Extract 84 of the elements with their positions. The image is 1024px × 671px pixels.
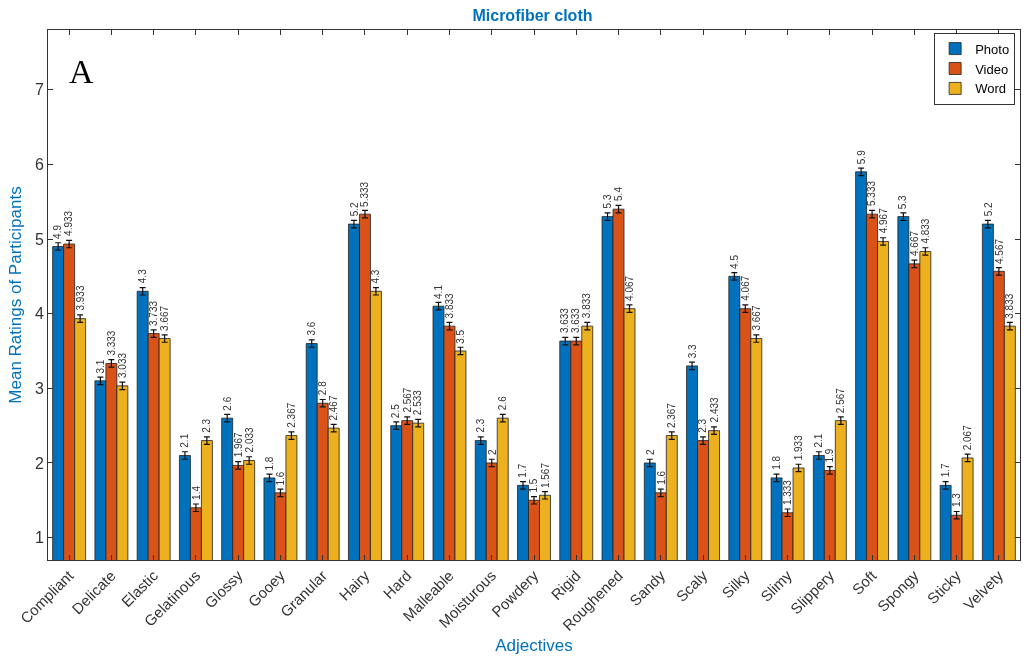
data-label: 1.967 (232, 431, 244, 458)
data-label: 1.333 (782, 479, 794, 506)
data-label: 1.3 (951, 492, 963, 508)
data-label: 2.367 (286, 402, 298, 428)
data-label: 2.3 (474, 418, 486, 433)
y-tick-label: 4 (34, 305, 44, 323)
data-label: 1.5 (528, 478, 540, 493)
data-label: 3.733 (148, 300, 160, 327)
data-label: 4.567 (993, 238, 1005, 264)
data-label: 5.333 (866, 180, 878, 207)
data-label: 4.833 (920, 218, 932, 244)
data-label: 3.033 (116, 352, 128, 378)
data-label: 3.1 (95, 359, 107, 374)
legend-label: Word (975, 81, 1006, 97)
data-label: 3.5 (455, 329, 467, 344)
data-label: 5.3 (601, 194, 613, 209)
data-label: 5.2 (348, 201, 360, 217)
y-tick-label: 6 (34, 155, 44, 173)
data-label: 2.8 (317, 380, 329, 396)
data-label: 2.367 (666, 402, 678, 429)
data-label: 3.667 (751, 305, 762, 331)
data-label: 2.067 (961, 424, 973, 451)
x-tick-label: Soft (848, 566, 881, 598)
data-label: 3.833 (1003, 293, 1015, 319)
data-label: 2.567 (835, 387, 847, 414)
data-label: 5.9 (856, 149, 867, 165)
data-label: 3.3 (686, 343, 698, 359)
data-label: 2.6 (221, 396, 233, 411)
x-axis-title: Adjectives (495, 636, 573, 656)
data-label: 3.933 (74, 285, 86, 311)
data-label: 1.7 (940, 462, 951, 478)
y-tick-label: 7 (34, 81, 44, 99)
data-label: 4.9 (52, 224, 64, 239)
data-label: 4.667 (908, 230, 920, 256)
data-label: 2.1 (813, 433, 825, 448)
data-label: 1.8 (771, 455, 783, 470)
data-label: 3.333 (106, 330, 118, 356)
legend-label: Video (975, 61, 1009, 77)
data-label: 2.3 (201, 418, 213, 433)
data-label: 4.1 (433, 284, 445, 299)
data-label: 2.5 (390, 403, 402, 419)
data-label: 2.3 (697, 418, 709, 433)
data-label: 4.5 (728, 254, 740, 269)
data-label: 1.567 (539, 462, 551, 489)
data-label: 3.6 (305, 321, 317, 336)
data-label: 3.633 (559, 307, 571, 334)
annotation: A (69, 53, 94, 90)
y-tick-label: 5 (34, 230, 44, 248)
data-label: 2.533 (412, 389, 424, 416)
data-label: 1.9 (824, 448, 836, 463)
data-label: 1.8 (264, 456, 276, 471)
data-label: 3.667 (159, 305, 171, 331)
chart-title: Microfiber cloth (472, 7, 593, 25)
data-label: 2.567 (401, 387, 413, 413)
data-label: 4.067 (739, 275, 751, 301)
data-label: 4.933 (63, 210, 75, 236)
y-tick-label: 1 (34, 529, 44, 547)
data-label: 1.933 (792, 434, 804, 461)
data-label: 2.467 (327, 395, 339, 421)
y-tick-label: 3 (34, 379, 44, 397)
data-label: 5.3 (897, 194, 909, 210)
data-label: 4.3 (137, 268, 149, 284)
y-axis-title: Mean Ratings of Participants (6, 186, 26, 404)
data-label: 1.4 (190, 485, 202, 500)
data-label: 3.633 (570, 307, 582, 334)
data-label: 1.6 (655, 470, 667, 485)
data-label: 5.2 (982, 201, 994, 217)
data-label: 3.833 (581, 292, 593, 319)
data-label: 3.833 (443, 292, 455, 319)
data-label: 4.067 (624, 275, 636, 301)
data-label: 2 (486, 448, 498, 455)
data-label: 1.7 (517, 463, 529, 478)
data-label: 2 (644, 449, 656, 456)
data-label: 5.4 (613, 186, 625, 201)
data-label: 2.033 (243, 426, 255, 453)
data-label: 2.6 (497, 395, 509, 411)
data-label: 2.1 (179, 433, 191, 448)
data-label: 5.333 (359, 181, 371, 207)
data-label: 4.967 (877, 207, 889, 234)
data-label: 4.3 (370, 269, 382, 284)
data-label: 1.6 (275, 471, 287, 486)
legend-label: Photo (975, 41, 1010, 57)
y-tick-label: 2 (34, 454, 44, 472)
data-label: 2.433 (708, 396, 720, 423)
